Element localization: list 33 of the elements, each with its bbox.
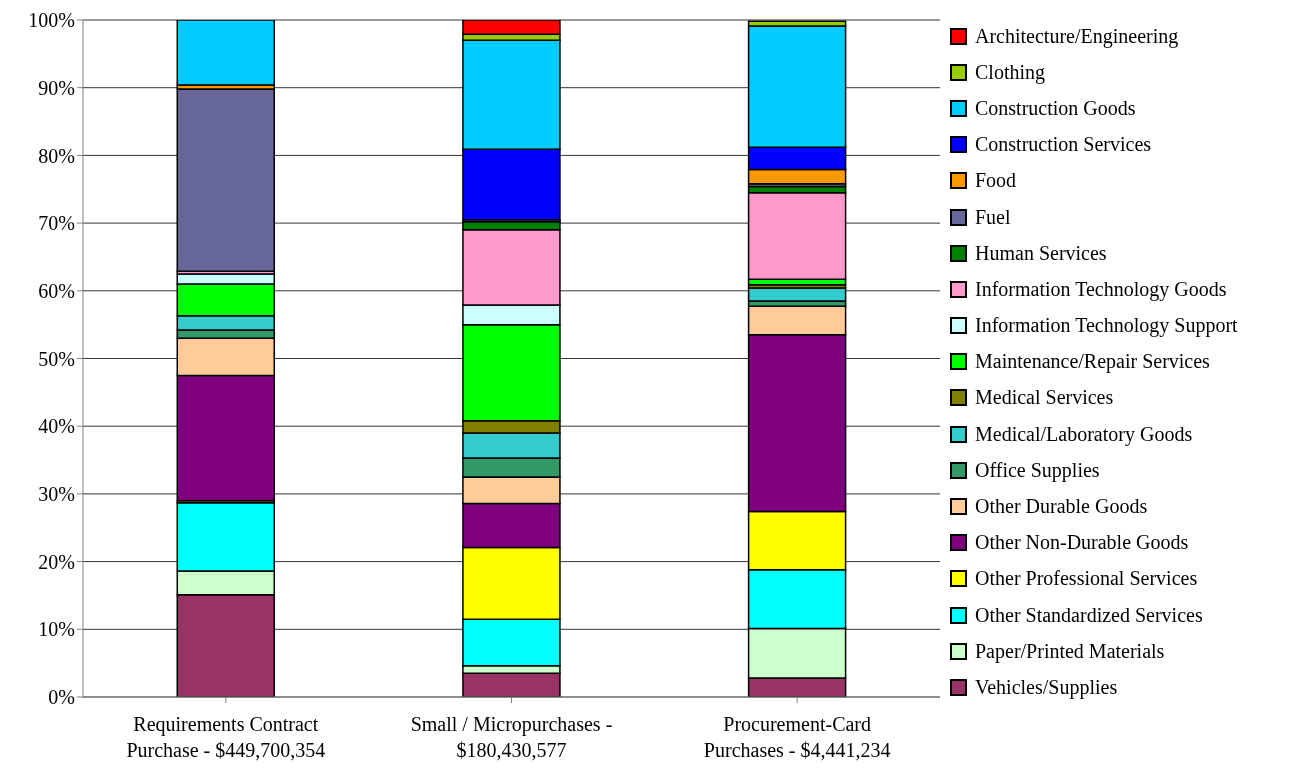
legend-label: Vehicles/Supplies (975, 675, 1118, 699)
legend-label: Information Technology Goods (975, 277, 1227, 301)
legend-label: Human Services (975, 241, 1107, 265)
y-tick-label: 0% (48, 686, 75, 709)
legend-label: Other Professional Services (975, 567, 1198, 591)
legend-label: Fuel (975, 205, 1011, 229)
legend-label: Construction Goods (975, 96, 1136, 120)
legend-label: Other Durable Goods (975, 495, 1148, 519)
legend-label: Medical Services (975, 386, 1114, 410)
y-tick-label: 70% (38, 212, 75, 235)
legend-label: Maintenance/Repair Services (975, 350, 1210, 374)
legend-label: Medical/Laboratory Goods (975, 422, 1193, 446)
x-tick-label: Requirements Contract Purchase - $449,700,354 (126, 713, 326, 761)
legend-label: Other Non-Durable Goods (975, 531, 1189, 555)
legend-label: Other Standardized Services (975, 603, 1203, 627)
legend-label: Information Technology Support (975, 314, 1238, 338)
x-tick-label: Small / Micropurchases - $180,430,577 (410, 713, 613, 761)
y-tick-label: 10% (38, 618, 75, 641)
legend-label: Construction Services (975, 133, 1152, 157)
y-tick-label: 80% (38, 144, 75, 167)
legend-label: Paper/Printed Materials (975, 639, 1165, 663)
legend-label: Architecture/Engineering (975, 24, 1179, 48)
y-tick-label: 50% (38, 347, 75, 370)
y-tick-label: 90% (38, 76, 75, 99)
legend-label: Food (975, 169, 1017, 193)
y-tick-label: 100% (28, 9, 75, 32)
y-tick-label: 30% (38, 483, 75, 505)
legend-label: Office Supplies (975, 458, 1100, 482)
y-tick-label: 40% (38, 415, 75, 438)
x-tick-label: Procurement-Card Purchases - $4,441,234 (703, 713, 891, 761)
y-tick-label: 60% (38, 279, 75, 302)
y-tick-label: 20% (38, 550, 75, 573)
legend-label: Clothing (975, 60, 1046, 84)
